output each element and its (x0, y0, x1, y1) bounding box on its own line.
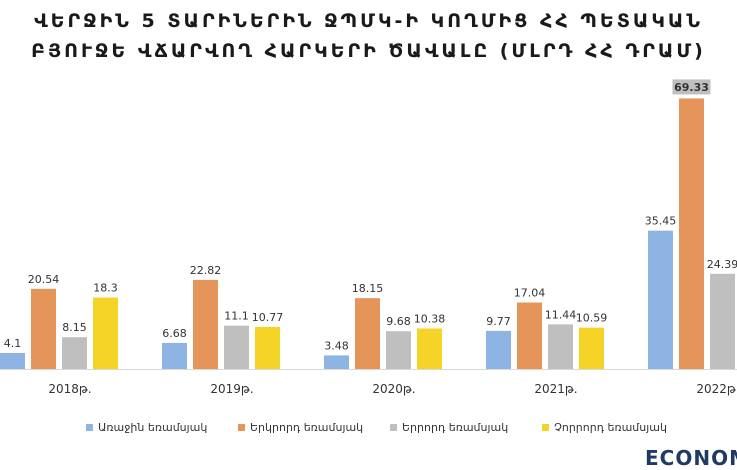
legend-label-1: Առաջին եռամսյակ (98, 421, 207, 434)
category-label-4: 2021թ. (534, 382, 577, 396)
data-label-1-5: 35.45 (645, 215, 677, 228)
bar-2-1 (31, 288, 56, 369)
data-label-2-4: 17.04 (514, 286, 546, 299)
legend-label-2: Երկրորդ եռամսյակ (250, 421, 363, 434)
bar-1-3 (324, 355, 349, 369)
chart-title-line-1: ՎԵՐՋԻՆ 5 ՏԱՐԻՆԵՐԻՆ ՋՊՄԿ-Ի ԿՈՂՄԻՑ ՀՀ ՊԵՏԱ… (34, 10, 703, 32)
data-label-3-1: 8.15 (62, 321, 87, 334)
legend-label-4: Չորրորդ եռամսյակ (554, 421, 667, 434)
bar-2-5 (679, 98, 704, 370)
data-label-2-3: 18.15 (352, 282, 384, 295)
data-label-3-4: 11.44 (545, 308, 577, 321)
legend-swatch-3 (390, 424, 397, 431)
bar-4-3 (417, 328, 442, 369)
data-label-highlight-bg (672, 79, 711, 95)
chart-title-line-2: ԲՅՈՒՋԵ ՎՃԱՐՎՈՂ ՀԱՐԿԵՐԻ ԾԱՎԱԼԸ (ՄԼՐԴ ՀՀ Դ… (31, 40, 706, 62)
data-label-2-5: 69.33 (674, 81, 709, 94)
data-label-4-3: 10.38 (414, 312, 446, 325)
bar-2-2 (193, 279, 218, 369)
chart-title: ՎԵՐՋԻՆ 5 ՏԱՐԻՆԵՐԻՆ ՋՊՄԿ-Ի ԿՈՂՄԻՑ ՀՀ ՊԵՏԱ… (0, 6, 737, 66)
bar-4-2 (255, 326, 280, 369)
data-label-4-4: 10.59 (576, 312, 608, 325)
legend-swatch-4 (542, 424, 549, 431)
bar-2-4 (517, 302, 542, 369)
category-label-5: 2022թ. (696, 382, 737, 396)
data-label-1-2: 6.68 (162, 327, 187, 340)
data-label-1-4: 9.77 (486, 315, 511, 328)
legend-label-3: Երրորդ եռամսյակ (402, 421, 508, 434)
watermark-logo: ECONOMY (645, 446, 737, 470)
bar-1-1 (0, 352, 25, 369)
bar-1-5 (648, 230, 673, 369)
category-label-2: 2019թ. (210, 382, 253, 396)
category-label-3: 2020թ. (372, 382, 415, 396)
bar-3-1 (62, 337, 87, 369)
legend-swatch-1 (86, 424, 93, 431)
legend-swatch-2 (238, 424, 245, 431)
data-label-3-5: 24.39 (707, 258, 737, 271)
bar-3-4 (548, 324, 573, 369)
bar-2-3 (355, 298, 380, 369)
bar-4-4 (579, 327, 604, 369)
bar-3-2 (224, 325, 249, 369)
bar-1-2 (162, 342, 187, 369)
data-label-2-2: 22.82 (190, 264, 222, 277)
bar-3-5 (710, 273, 735, 369)
data-label-3-3: 9.68 (386, 315, 411, 328)
data-label-1-3: 3.48 (324, 339, 349, 352)
bar-1-4 (486, 330, 511, 369)
bar-4-1 (93, 297, 118, 369)
data-label-1-1: 4.1 (4, 337, 22, 350)
data-label-3-2: 11.1 (224, 310, 249, 323)
data-label-4-1: 18.3 (93, 282, 118, 295)
data-label-4-2: 10.77 (252, 311, 284, 324)
category-label-1: 2018թ. (48, 382, 91, 396)
bar-3-3 (386, 331, 411, 369)
data-label-2-1: 20.54 (28, 273, 60, 286)
